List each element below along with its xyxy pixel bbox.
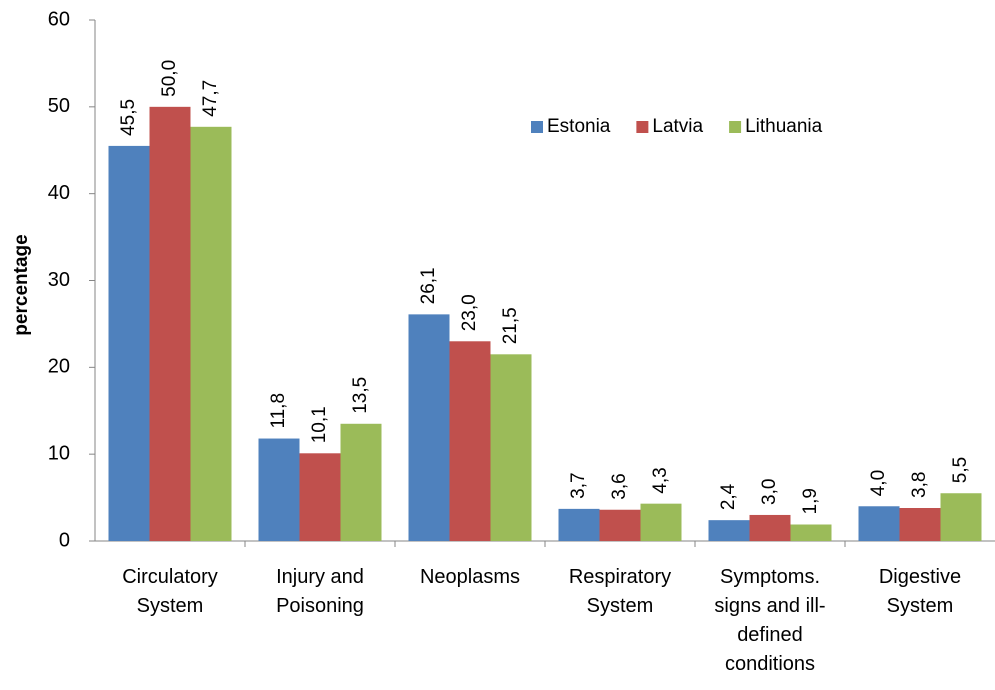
bar [599,509,641,541]
y-tick-label: 0 [59,529,70,551]
bar [149,106,191,541]
legend-label: Latvia [652,116,703,137]
bar [940,493,982,541]
bar [708,520,750,541]
legend-label: Lithuania [745,116,823,137]
x-tick-label: Circulatory System [122,566,218,617]
data-label: 4,3 [650,467,671,493]
x-tick-label: Respiratory System [568,566,672,617]
legend-swatch [729,121,742,133]
bar [108,145,150,542]
data-label: 50,0 [159,60,180,97]
data-label: 45,5 [118,99,139,136]
y-tick-label: 60 [48,8,70,30]
data-label: 5,5 [950,457,971,483]
bar [858,506,900,541]
bar [258,438,300,541]
data-label: 3,7 [568,472,589,498]
data-label: 23,0 [459,294,480,331]
data-label: 10,1 [309,406,330,443]
data-label: 4,0 [868,470,889,496]
y-axis-label: percentage [11,234,32,335]
data-label: 21,5 [500,307,521,344]
data-label: 3,6 [609,473,630,499]
data-label: 11,8 [268,393,289,429]
legend-swatch [636,121,649,133]
bar [340,423,382,541]
bar [790,524,832,541]
bar [899,508,941,541]
bar [640,503,682,541]
legend-swatch [531,121,543,133]
bar [490,354,532,541]
data-label: 13,5 [350,377,371,414]
x-tick-label: Digestive System [878,566,962,617]
y-tick-label: 50 [48,95,70,117]
y-tick-label: 10 [48,442,70,464]
bar [449,341,491,541]
legend-label: Estonia [547,116,611,137]
y-tick-label: 30 [48,269,70,291]
x-tick-label: Symptoms. signs and ill-defined conditio… [714,566,826,675]
data-label: 1,9 [800,488,821,514]
y-tick-label: 20 [48,356,70,378]
bar [749,514,791,541]
y-tick-label: 40 [48,182,70,204]
bar [299,453,341,541]
data-label: 2,4 [718,483,739,510]
data-label: 3,0 [759,479,780,505]
bar [190,126,232,542]
x-tick-label: Injury and Poisoning [276,566,364,617]
bar [558,508,600,541]
data-label: 47,7 [200,80,221,117]
x-tick-label: Neoplasms [419,566,521,588]
data-label: 3,8 [909,472,930,498]
bar [408,314,450,541]
data-label: 26,1 [418,267,439,304]
